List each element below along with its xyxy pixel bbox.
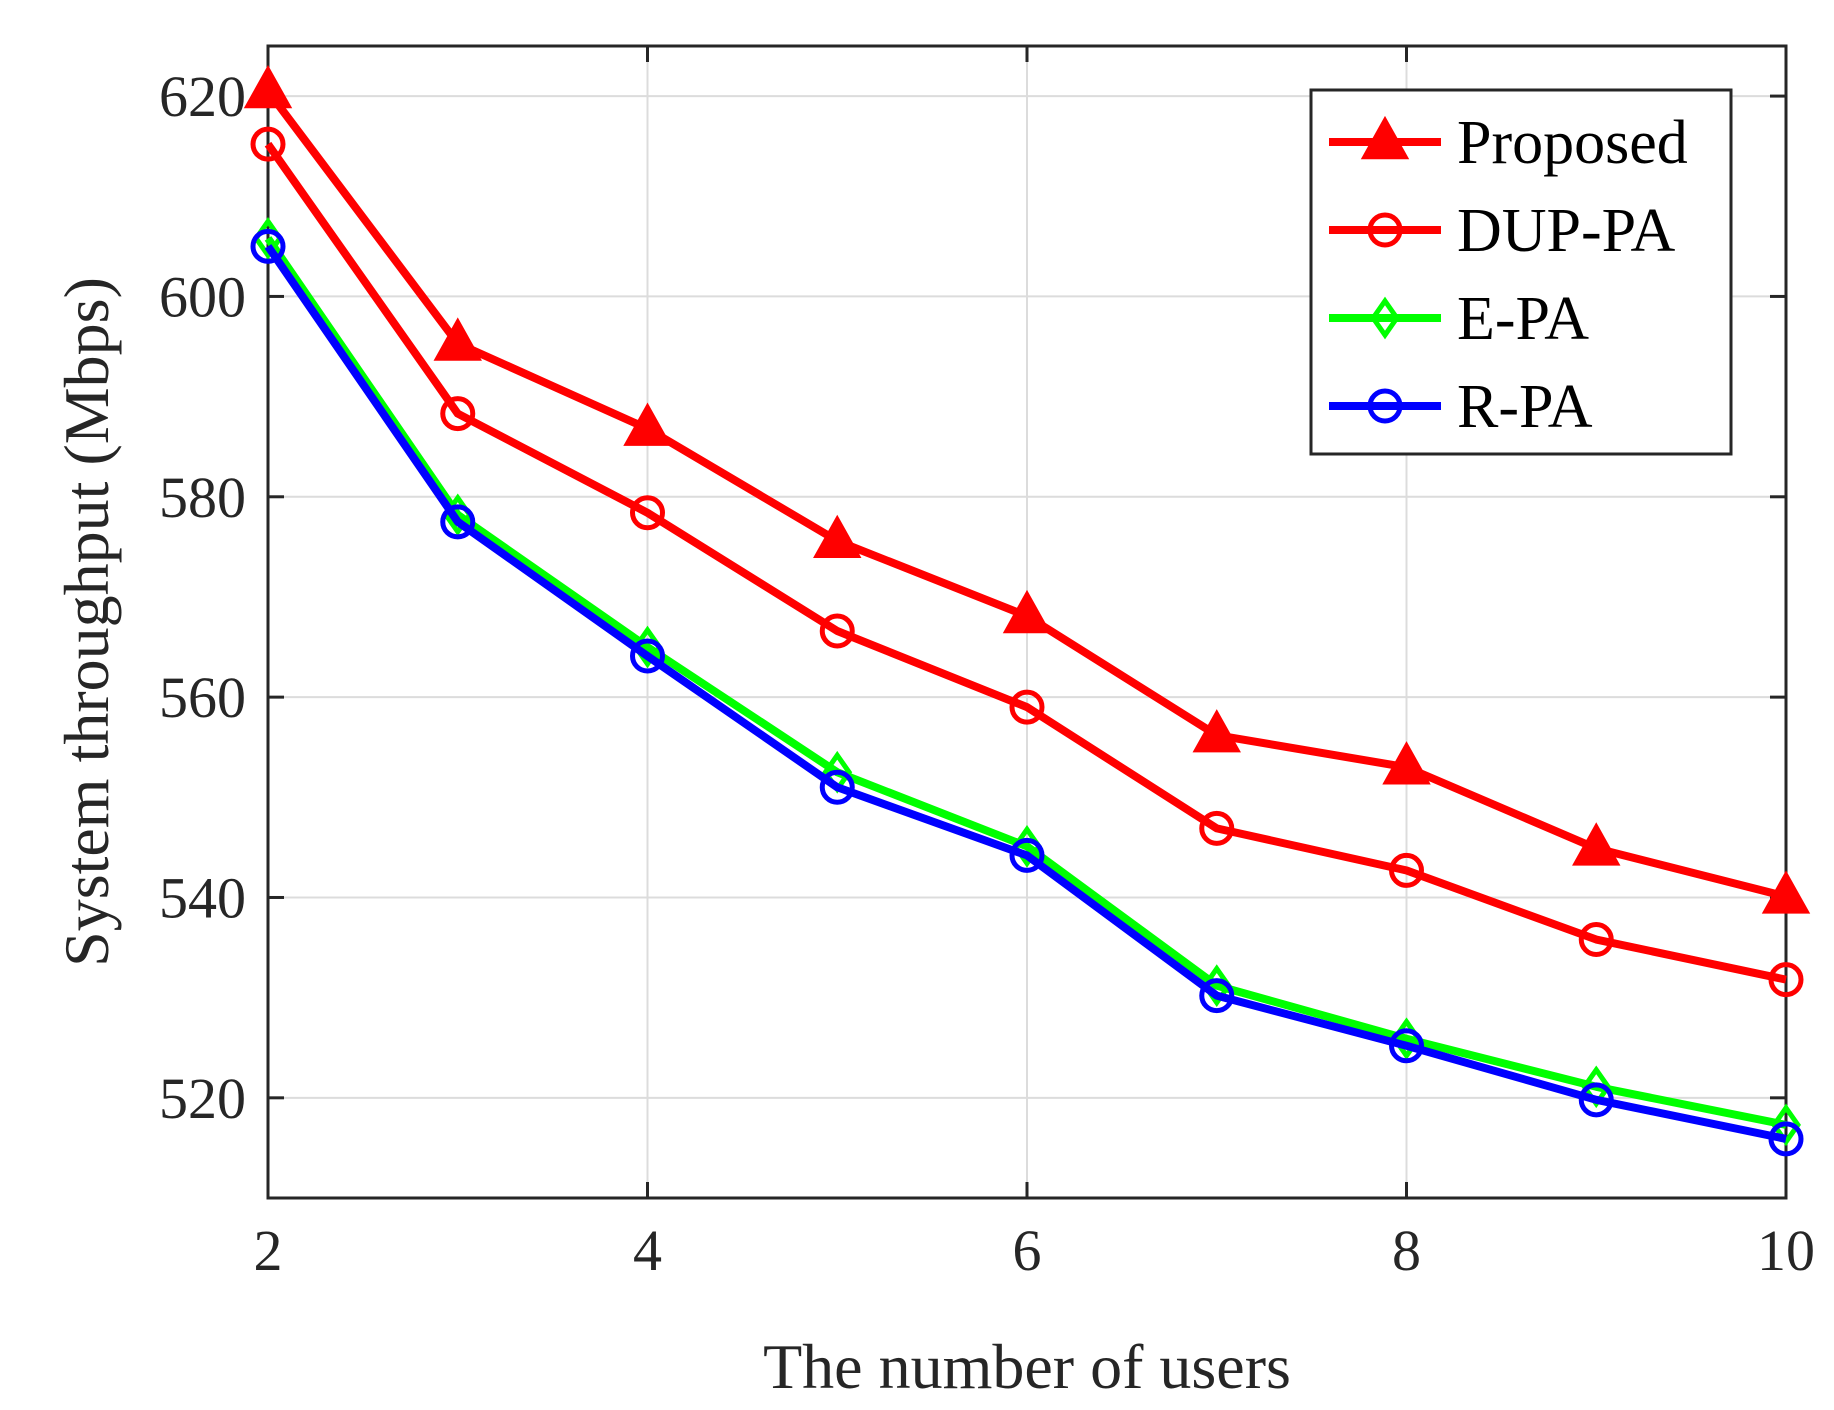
legend-label: DUP-PA xyxy=(1457,197,1675,265)
data-point xyxy=(630,638,665,674)
legend-label: Proposed xyxy=(1457,109,1688,177)
data-point xyxy=(243,64,293,109)
y-tick-label: 580 xyxy=(159,465,246,530)
data-point xyxy=(1768,962,1804,998)
x-tick-label: 8 xyxy=(1392,1218,1421,1283)
data-point xyxy=(1002,589,1052,634)
data-point xyxy=(440,504,476,540)
x-tick-label: 4 xyxy=(633,1218,662,1283)
series-proposed xyxy=(243,64,1811,914)
data-point xyxy=(1199,810,1235,846)
data-point xyxy=(1761,870,1811,914)
legend-entry: DUP-PA xyxy=(1329,197,1675,265)
data-point xyxy=(1389,852,1424,888)
data-point xyxy=(1199,978,1235,1014)
y-tick-label: 620 xyxy=(159,64,246,129)
data-point xyxy=(433,317,482,361)
y-axis-label: System throughput (Mbps) xyxy=(51,277,122,967)
data-point xyxy=(813,514,862,559)
legend-entry: E-PA xyxy=(1329,285,1589,353)
data-point xyxy=(1578,1082,1614,1118)
axes xyxy=(266,44,1788,1200)
data-point xyxy=(440,396,476,432)
series-dup-pa xyxy=(250,126,1804,998)
x-tick-label: 2 xyxy=(254,1218,283,1283)
data-point xyxy=(630,495,665,531)
series-line xyxy=(264,236,1787,1129)
series-line xyxy=(264,244,1787,1143)
data-point xyxy=(819,769,855,805)
data-point xyxy=(1009,837,1045,873)
y-tick-label: 540 xyxy=(159,865,246,930)
legend-label: R-PA xyxy=(1457,373,1593,441)
series-lines xyxy=(243,64,1811,1157)
legend-marker xyxy=(1360,115,1410,160)
legend-marker xyxy=(1370,296,1400,340)
data-point xyxy=(1578,922,1614,958)
x-axis-label: The number of users xyxy=(763,1331,1291,1402)
legend-marker xyxy=(1367,388,1403,424)
data-point xyxy=(1201,964,1232,1007)
data-point xyxy=(250,126,286,162)
x-tick-label: 6 xyxy=(1013,1218,1042,1283)
data-point xyxy=(623,402,672,446)
data-point xyxy=(1009,689,1045,725)
x-tick-label: 10 xyxy=(1757,1218,1815,1283)
legend: Proposed DUP-PA E-PA R-PA xyxy=(1309,88,1733,456)
data-point xyxy=(1771,1103,1801,1147)
data-point xyxy=(1192,709,1241,753)
series-r-pa xyxy=(250,228,1804,1157)
data-point xyxy=(1382,741,1431,785)
legend-label: E-PA xyxy=(1457,285,1589,353)
data-point xyxy=(250,228,286,264)
tick-labels: 2 4 6 8 10 520 540 560 580 600 620 xyxy=(159,64,1815,1283)
y-tick-label: 600 xyxy=(159,264,246,329)
data-point xyxy=(819,613,855,649)
data-point xyxy=(1389,1028,1424,1064)
series-line xyxy=(264,141,1787,984)
y-tick-label: 520 xyxy=(159,1066,246,1131)
legend-entry: Proposed xyxy=(1329,109,1688,177)
data-point xyxy=(1572,822,1621,866)
legend-marker xyxy=(1367,212,1403,248)
y-tick-label: 560 xyxy=(159,665,246,730)
legend-entry: R-PA xyxy=(1329,373,1593,441)
data-point xyxy=(1768,1121,1804,1157)
